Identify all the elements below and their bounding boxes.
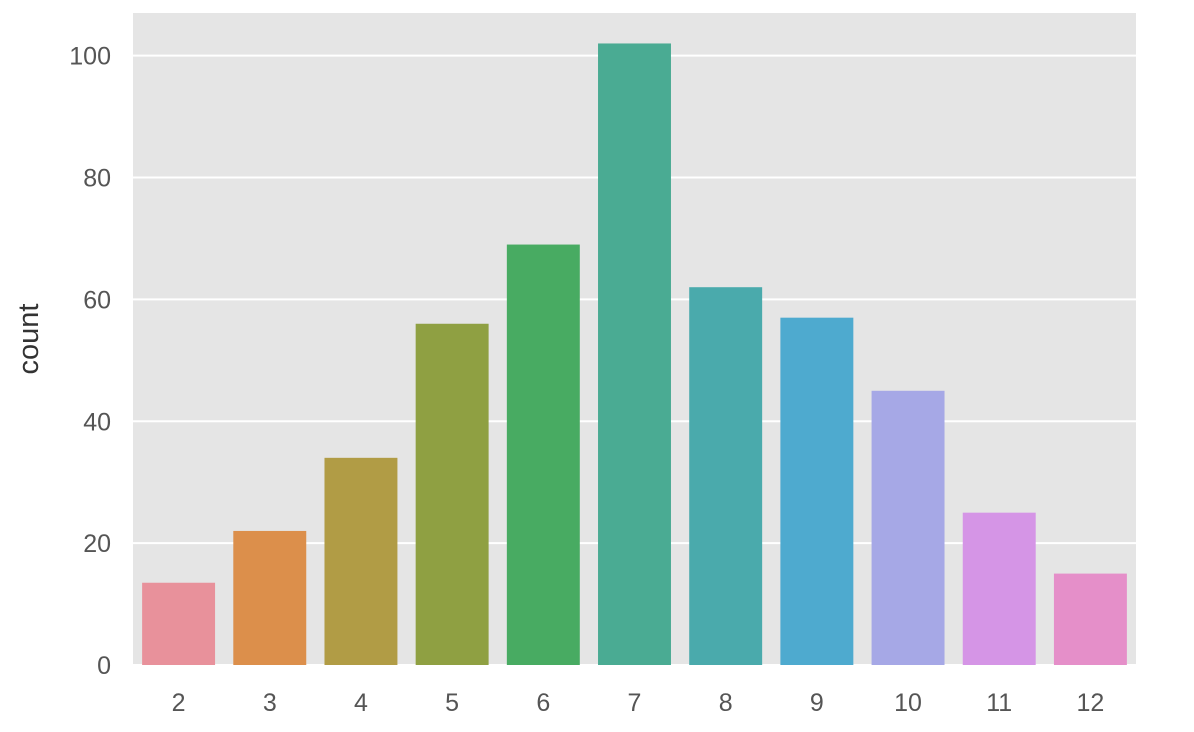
x-tick-label: 12 (1077, 689, 1105, 717)
bar-4 (324, 457, 398, 665)
x-tick-label: 5 (445, 689, 459, 717)
x-tick-label: 3 (263, 689, 277, 717)
bar-8 (689, 287, 763, 665)
x-tick-label: 7 (628, 689, 642, 717)
bar-12 (1053, 573, 1127, 665)
y-tick-label: 20 (83, 530, 111, 558)
bar-5 (415, 323, 489, 665)
y-tick-label: 60 (83, 286, 111, 314)
x-tick-label: 2 (172, 689, 186, 717)
bar-11 (962, 512, 1036, 665)
bar-6 (506, 244, 580, 666)
x-tick-label: 11 (986, 689, 1012, 717)
bar-10 (871, 390, 945, 665)
y-axis-label: count (13, 304, 45, 375)
x-tick-label: 9 (810, 689, 824, 717)
y-tick-label: 100 (69, 43, 111, 71)
bar-7 (598, 43, 671, 666)
bars (142, 43, 1127, 666)
bar-3 (233, 530, 307, 665)
y-tick-label: 40 (83, 408, 111, 436)
x-axis-ticks: 2 3 4 5 6 7 8 9 10 11 12 (172, 689, 1105, 717)
y-axis-ticks: 0 20 40 60 80 100 (69, 43, 111, 680)
x-tick-label: 4 (354, 689, 368, 717)
bar-2 (142, 582, 216, 665)
x-tick-label: 10 (894, 689, 922, 717)
bar-9 (780, 317, 854, 665)
x-tick-label: 6 (536, 689, 550, 717)
x-tick-label: 8 (719, 689, 733, 717)
y-tick-label: 0 (97, 652, 111, 680)
y-tick-label: 80 (83, 165, 111, 193)
